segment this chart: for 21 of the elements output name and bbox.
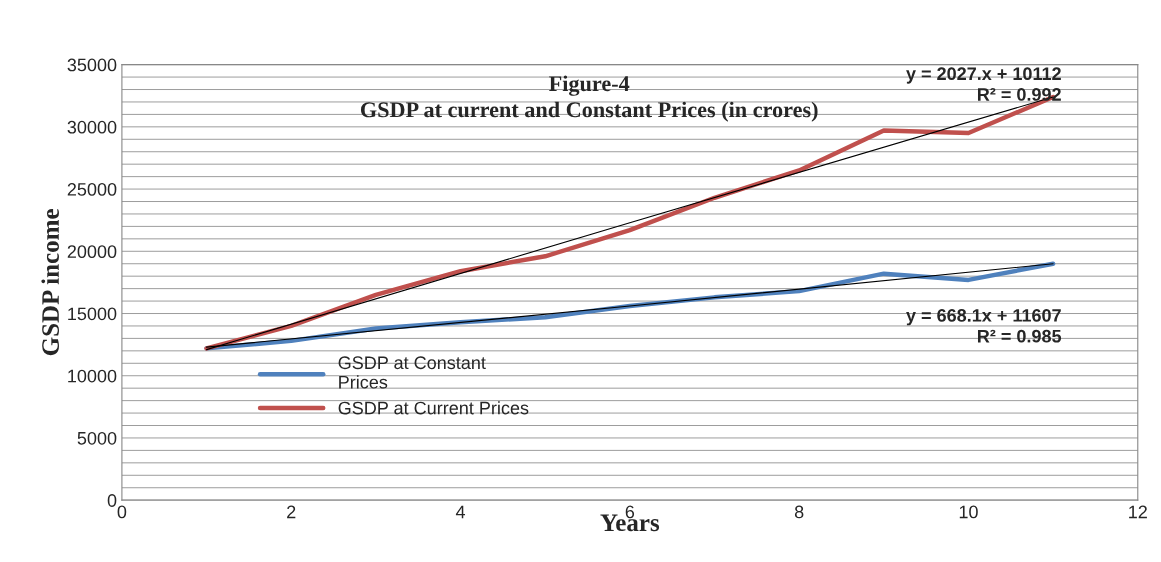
y-axis-title: GSDP income: [41, 209, 59, 356]
x-tick-label: 10: [959, 505, 978, 519]
annotation: y = 2027.x + 10112 R² = 0.992: [906, 67, 1061, 101]
legend-label: GSDP at Current Prices: [338, 401, 529, 415]
y-tick-label: 10000: [68, 369, 117, 383]
legend-label: GSDP at Constant Prices: [338, 356, 486, 389]
x-tick-label: 0: [117, 505, 127, 519]
text: GSDP at current and Constant Prices (in crores): [360, 101, 818, 122]
y-tick-label: 5000: [77, 431, 117, 445]
chart-title: Figure-4: [549, 75, 630, 96]
y-tick-label: 0: [107, 494, 117, 507]
y-tick-label: 15000: [68, 307, 117, 321]
y-tick-label: 35000: [67, 58, 117, 72]
y-tick-label: 20000: [67, 245, 117, 259]
y-tick-label: 30000: [67, 120, 117, 134]
annotation: y = 668.1x + 11607 R² = 0.985: [906, 309, 1062, 343]
x-tick-label: 4: [455, 505, 466, 519]
x-tick-label: 2: [287, 505, 296, 519]
x-tick-label: 8: [794, 505, 804, 519]
x-tick-label: 12: [1129, 505, 1147, 519]
y-tick-label: 25000: [67, 183, 117, 196]
